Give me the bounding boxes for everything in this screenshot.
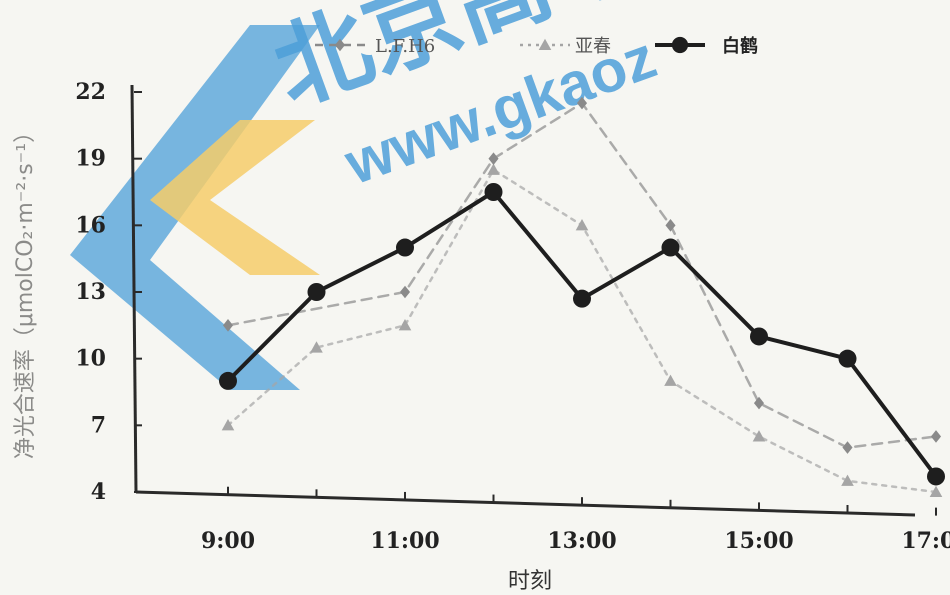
data-point — [399, 285, 411, 299]
data-point — [753, 396, 765, 410]
x-axis-title: 时刻 — [508, 569, 552, 594]
y-tick-label: 4 — [91, 479, 106, 505]
y-tick-label: 10 — [75, 346, 106, 372]
series-line — [226, 101, 938, 449]
legend-marker — [334, 38, 346, 52]
x-axis-ticks: 9:00 11:00 13:00 15:00 17:00 — [201, 486, 950, 554]
data-point — [487, 163, 500, 175]
data-point — [838, 349, 857, 368]
x-axis-line — [135, 490, 916, 517]
legend-marker — [538, 38, 552, 51]
data-point — [929, 485, 943, 498]
watermark-logo: 北京高考 www.gkaoz — [70, 0, 664, 390]
data-point — [307, 283, 326, 301]
axes — [130, 84, 916, 517]
y-axis-line — [130, 84, 138, 493]
data-point — [222, 319, 234, 332]
watermark-logo-yellow-shape — [150, 120, 320, 275]
legend-label: L.F.H6 — [375, 36, 435, 57]
y-axis-title: 净光合速率（μmolCO₂·m⁻²·s⁻¹） — [13, 121, 38, 459]
data-point — [665, 219, 676, 232]
x-tick-label: 15:00 — [724, 528, 793, 554]
data-point — [661, 238, 680, 257]
data-point — [219, 371, 237, 390]
data-point — [310, 341, 323, 353]
data-point — [573, 289, 591, 308]
legend: L.F.H6 亚春 白鹤 — [315, 35, 758, 57]
series-line — [226, 190, 938, 479]
data-point — [752, 430, 766, 442]
legend-label: 亚春 — [575, 36, 611, 57]
y-tick-label: 13 — [75, 279, 106, 305]
x-tick-label: 17:00 — [901, 528, 950, 554]
x-tick-label: 13:00 — [547, 528, 616, 554]
series-diamond — [222, 96, 942, 454]
x-tick-label: 11:00 — [370, 528, 439, 554]
legend-label: 白鹤 — [722, 35, 758, 57]
watermark-logo-blue-shape — [70, 25, 320, 390]
data-point — [221, 419, 235, 431]
y-tick-label: 22 — [75, 79, 106, 105]
data-point — [484, 183, 503, 201]
y-axis-ticks: 4 7 10 13 16 19 22 — [75, 79, 142, 505]
data-point — [927, 467, 945, 486]
series-line — [226, 168, 938, 494]
y-tick-label: 7 — [91, 412, 106, 438]
data-point — [930, 430, 942, 443]
legend-item: 白鹤 — [655, 35, 758, 57]
data-point — [575, 219, 589, 231]
series-layer — [219, 96, 945, 498]
data-point — [750, 327, 768, 346]
series-circle — [219, 183, 945, 486]
y-tick-label: 19 — [75, 146, 106, 172]
data-point — [841, 474, 854, 486]
legend-item: L.F.H6 — [315, 36, 435, 57]
x-tick-label: 9:00 — [201, 528, 255, 554]
data-point — [576, 96, 588, 110]
data-point — [398, 319, 412, 331]
data-point — [842, 441, 853, 454]
data-point — [396, 238, 414, 257]
data-point — [664, 374, 677, 386]
y-tick-label: 16 — [75, 212, 106, 238]
legend-item: 亚春 — [520, 36, 611, 57]
series-triangle — [221, 163, 943, 498]
legend-marker — [671, 36, 689, 54]
data-point — [488, 152, 499, 165]
